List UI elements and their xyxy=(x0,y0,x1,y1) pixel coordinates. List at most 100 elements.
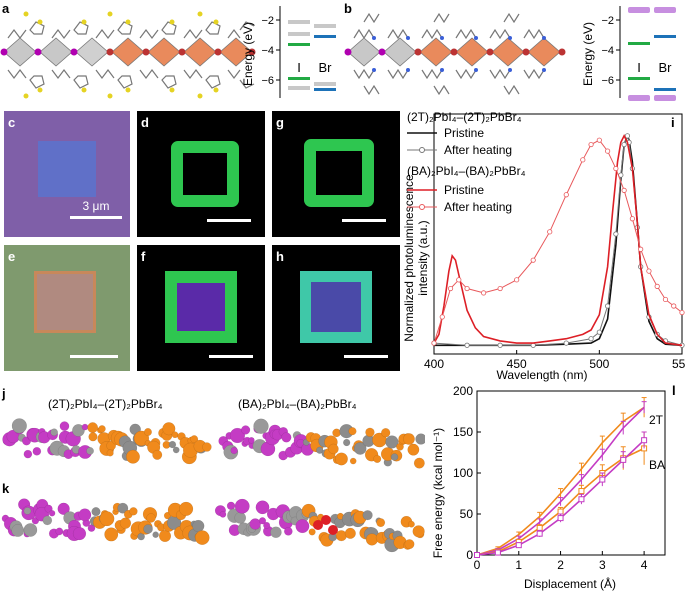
chart-l-point xyxy=(474,552,480,558)
energy-b-col-label: I xyxy=(637,60,641,75)
chart-i-point xyxy=(624,133,631,139)
legend-label-heated-ba: After heating xyxy=(444,200,512,214)
chart-i-point xyxy=(514,277,520,283)
atom-sphere xyxy=(373,454,382,464)
atom-sphere xyxy=(332,428,341,438)
panel-label-i: i xyxy=(671,115,675,130)
chart-i-point xyxy=(621,187,627,193)
energy-a-tick: −4 xyxy=(261,45,274,57)
atom-sphere xyxy=(404,539,415,550)
panel-label-a: a xyxy=(2,1,10,16)
atom-sphere xyxy=(408,520,415,528)
atom-sphere xyxy=(172,446,180,454)
chart-i-xlabel: Wavelength (nm) xyxy=(497,368,588,382)
atom-sphere xyxy=(59,421,70,431)
pl-image-f xyxy=(137,245,265,371)
atom-sphere xyxy=(229,427,246,444)
atom-sphere xyxy=(87,422,99,434)
scale-bar-g xyxy=(342,219,386,222)
level-lilac xyxy=(654,7,676,13)
thiophene-ligands-bottom xyxy=(7,69,255,89)
atom-sphere xyxy=(281,432,292,443)
chart-i-series-line xyxy=(433,134,683,347)
sulfur-atoms-top xyxy=(23,11,219,25)
atom-sphere xyxy=(178,501,194,517)
level-grey xyxy=(288,32,310,36)
atom-sphere xyxy=(381,428,391,438)
atom-sphere xyxy=(190,435,199,444)
atom-sphere xyxy=(328,443,339,455)
chart-l-point xyxy=(578,488,585,495)
chart-l-xtick-label: 3 xyxy=(599,558,606,572)
atom-sphere xyxy=(258,517,267,525)
md-snapshot xyxy=(2,418,212,465)
atom-sphere xyxy=(72,424,85,437)
atom-sphere xyxy=(129,507,138,516)
atom-sphere xyxy=(365,427,375,438)
atom-sphere xyxy=(249,518,261,530)
atom-sphere xyxy=(104,527,119,542)
crystal-square-c xyxy=(38,141,96,197)
atom-sphere xyxy=(162,422,176,436)
scale-bar-e xyxy=(70,355,118,358)
chart-l-point xyxy=(620,456,627,463)
energy-b-tick: −4 xyxy=(601,45,614,57)
energy-a-tick: −2 xyxy=(261,15,274,27)
defect-atom xyxy=(328,525,338,535)
panel-label-d: d xyxy=(141,115,149,130)
chart-i-point xyxy=(530,257,536,263)
chart-i-point xyxy=(547,229,553,235)
caption-j-left: (2T)₂PbI₄–(2T)₂PbBr₄ xyxy=(48,397,163,411)
level-green xyxy=(628,42,650,45)
chart-i-point xyxy=(679,309,685,316)
chart-l-ylabel: Free energy (kcal mol⁻¹) xyxy=(431,428,445,558)
atom-sphere xyxy=(295,519,310,534)
series-label-2t: 2T xyxy=(649,413,664,427)
chart-i-point xyxy=(621,141,627,148)
chart-l-ytick-label: 100 xyxy=(453,466,473,480)
atom-sphere xyxy=(334,452,348,466)
optical-image-c: 3 μm xyxy=(4,111,130,237)
atom-sphere xyxy=(194,530,210,545)
chart-i-point xyxy=(638,246,644,252)
atom-sphere xyxy=(99,511,115,527)
panel-label-k: k xyxy=(2,481,10,496)
legend-label-heated-2t: After heating xyxy=(444,143,512,157)
md-snapshot xyxy=(218,418,425,469)
atom-sphere xyxy=(342,438,351,447)
chart-l-xtick-label: 1 xyxy=(515,558,522,572)
defect-atom xyxy=(321,515,331,525)
atom-sphere xyxy=(362,510,373,521)
chart-i-point xyxy=(662,296,669,303)
energy-b-col-label: Br xyxy=(659,60,673,75)
legend-label-pristine-ba: Pristine xyxy=(444,183,484,197)
chart-i-xtick-label: 400 xyxy=(424,357,444,371)
atom-sphere xyxy=(415,433,425,445)
chart-i-ylabel-line1: Normalized photoluminescence xyxy=(402,174,416,342)
level-blue xyxy=(654,35,676,38)
atom-sphere xyxy=(55,527,64,536)
atom-sphere xyxy=(403,433,415,445)
chart-l-point xyxy=(494,549,501,556)
scale-bar-d xyxy=(207,219,251,222)
energy-diagram-b: Energy (eV) −2 −4 −6 I Br xyxy=(581,6,676,101)
chart-i-point xyxy=(497,342,503,348)
chart-i-frame xyxy=(433,113,683,355)
level-lilac xyxy=(628,7,650,13)
level-blue xyxy=(314,88,336,91)
chart-i-point xyxy=(646,268,652,274)
atom-sphere xyxy=(23,523,38,537)
chart-l-ytick-label: 0 xyxy=(466,548,473,562)
defect-atom xyxy=(313,520,323,530)
butylammonium-ligands-bottom xyxy=(353,68,545,96)
atom-sphere xyxy=(11,524,25,537)
atom-sphere xyxy=(240,425,251,435)
chart-i-point xyxy=(613,165,619,172)
chart-i-legend: (2T)₂PbI₄–(2T)₂PbBr₄ Pristine After heat… xyxy=(407,110,526,214)
chart-i-point xyxy=(605,148,611,154)
panel-label-j: j xyxy=(2,386,6,401)
atom-sphere xyxy=(255,500,270,515)
chart-i-point xyxy=(563,192,569,198)
pl-image-d xyxy=(137,111,265,237)
pl-spectra-chart: Normalized photoluminescence intensity (… xyxy=(402,110,685,382)
